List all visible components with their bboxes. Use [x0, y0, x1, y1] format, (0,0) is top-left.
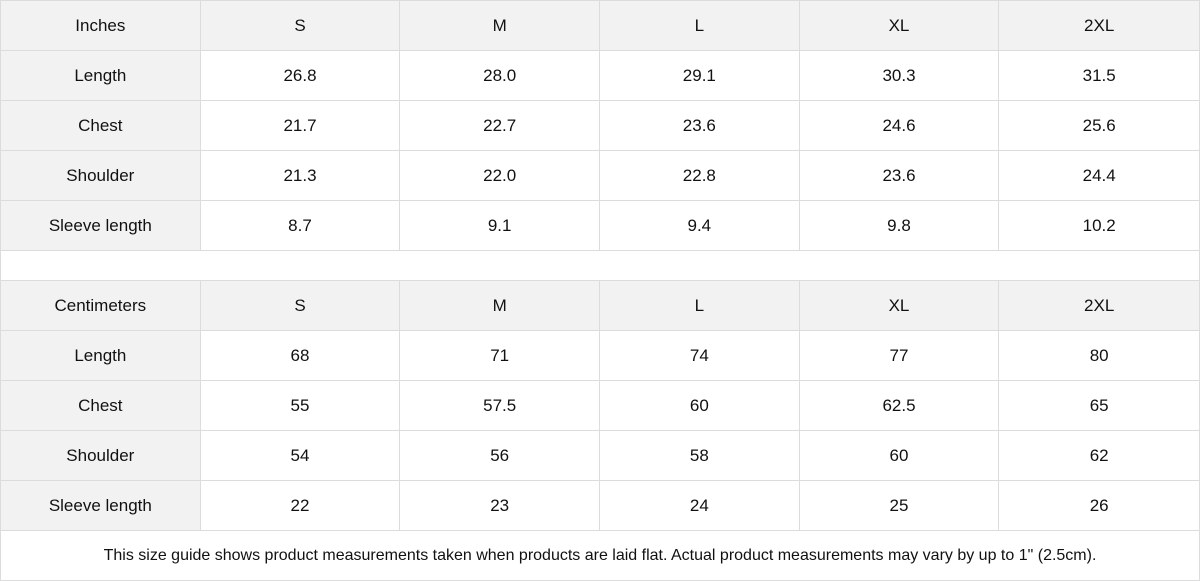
measurement-value: 80 [999, 331, 1199, 381]
size-header: L [600, 281, 800, 331]
measurement-value: 10.2 [999, 201, 1199, 251]
measurement-value: 57.5 [400, 381, 600, 431]
measurement-value: 54 [200, 431, 401, 481]
measurement-value: 68 [200, 331, 401, 381]
measurement-value: 60 [600, 381, 800, 431]
measurement-label: Shoulder [1, 431, 201, 481]
measurement-value: 22 [200, 481, 401, 531]
table-spacer [1, 251, 1199, 281]
measurement-value: 9.8 [799, 201, 1000, 251]
measurement-value: 21.7 [200, 101, 401, 151]
size-header: 2XL [999, 1, 1199, 51]
measurement-value: 74 [600, 331, 800, 381]
size-header: S [200, 1, 401, 51]
measurement-value: 25 [799, 481, 1000, 531]
measurement-label: Sleeve length [1, 201, 201, 251]
measurement-value: 55 [200, 381, 401, 431]
measurement-value: 77 [799, 331, 1000, 381]
measurement-value: 22.0 [400, 151, 600, 201]
measurement-label: Sleeve length [1, 481, 201, 531]
measurement-value: 60 [799, 431, 1000, 481]
size-table-inches: Inches S M L XL 2XL Length 26.8 28.0 29.1 30.3 31.5… [1, 1, 1199, 251]
unit-header: Inches [1, 1, 201, 51]
measurement-value: 21.3 [200, 151, 401, 201]
size-header: XL [799, 281, 1000, 331]
measurement-label: Chest [1, 381, 201, 431]
measurement-value: 24.6 [799, 101, 1000, 151]
size-header: XL [799, 1, 1000, 51]
measurement-label: Length [1, 51, 201, 101]
unit-header: Centimeters [1, 281, 201, 331]
measurement-label: Length [1, 331, 201, 381]
measurement-value: 22.8 [600, 151, 800, 201]
size-header: M [400, 281, 600, 331]
measurement-label: Chest [1, 101, 201, 151]
size-header: 2XL [999, 281, 1199, 331]
measurement-value: 24.4 [999, 151, 1199, 201]
size-header: L [600, 1, 800, 51]
measurement-value: 62.5 [799, 381, 1000, 431]
measurement-value: 56 [400, 431, 600, 481]
measurement-value: 9.1 [400, 201, 600, 251]
measurement-note: This size guide shows product measuremen… [1, 531, 1199, 581]
measurement-value: 23.6 [799, 151, 1000, 201]
measurement-value: 28.0 [400, 51, 600, 101]
measurement-value: 23.6 [600, 101, 800, 151]
measurement-value: 26 [999, 481, 1199, 531]
measurement-label: Shoulder [1, 151, 201, 201]
measurement-value: 26.8 [200, 51, 401, 101]
measurement-value: 24 [600, 481, 800, 531]
measurement-value: 58 [600, 431, 800, 481]
measurement-value: 29.1 [600, 51, 800, 101]
size-header: M [400, 1, 600, 51]
measurement-value: 25.6 [999, 101, 1199, 151]
measurement-value: 23 [400, 481, 600, 531]
size-table-centimeters: Centimeters S M L XL 2XL Length 68 71 74 77 80 Chest… [1, 281, 1199, 531]
size-header: S [200, 281, 401, 331]
measurement-value: 65 [999, 381, 1199, 431]
measurement-value: 71 [400, 331, 600, 381]
measurement-value: 30.3 [799, 51, 1000, 101]
measurement-value: 9.4 [600, 201, 800, 251]
measurement-value: 31.5 [999, 51, 1199, 101]
measurement-value: 22.7 [400, 101, 600, 151]
measurement-value: 8.7 [200, 201, 401, 251]
measurement-value: 62 [999, 431, 1199, 481]
